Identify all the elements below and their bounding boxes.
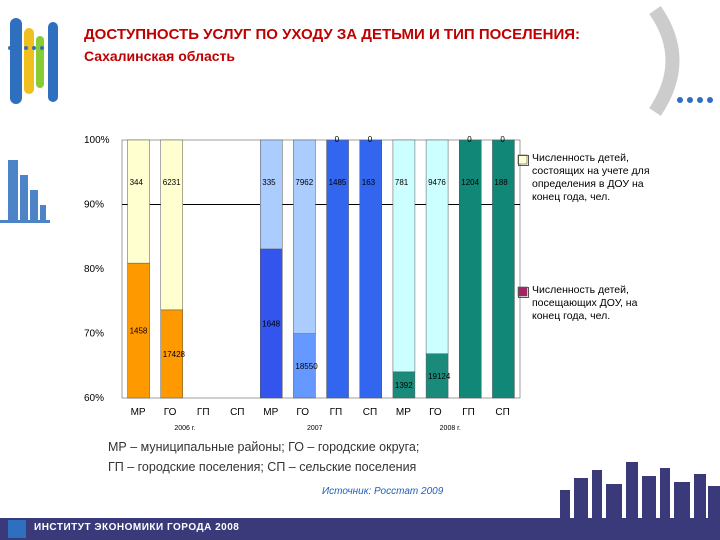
bar-waiting <box>260 139 283 250</box>
footer-bar <box>0 518 720 540</box>
x-tick-label: МР <box>131 407 146 418</box>
data-label-waiting: 781 <box>395 178 409 187</box>
data-label-waiting: 6231 <box>163 178 181 187</box>
x-group-label: 2007 <box>307 425 323 432</box>
x-group-label: 2006 г. <box>174 425 195 432</box>
legend-swatch-attending <box>518 287 529 298</box>
plot-area <box>121 139 521 399</box>
y-tick-label: 90% <box>84 200 104 211</box>
x-tick-label: ГП <box>462 407 475 418</box>
bar-waiting <box>359 139 382 399</box>
data-label-top: 0 <box>500 135 505 144</box>
bar-waiting <box>492 139 515 399</box>
right-bracket-decoration <box>649 5 713 116</box>
source-note: Источник: Росстат 2009 <box>322 486 444 497</box>
x-group-label: 2008 г. <box>440 425 461 432</box>
data-label-attending: 17428 <box>163 350 186 359</box>
institute-logo-icon <box>8 520 26 538</box>
left-bracket-decoration <box>8 18 58 104</box>
bottom-city-skyline-decoration <box>560 462 720 518</box>
bar-waiting <box>459 139 482 399</box>
bar-waiting <box>392 139 416 373</box>
x-tick-label: СП <box>230 407 244 418</box>
x-tick-label: МР <box>263 407 278 418</box>
page-title: ДОСТУПНОСТЬ УСЛУГ ПО УХОДУ ЗА ДЕТЬМИ И Т… <box>84 26 581 43</box>
caption-line-1: МР – муниципальные районы; ГО – городски… <box>108 440 420 454</box>
x-tick-label: МР <box>396 407 411 418</box>
x-tick-label: ГП <box>330 407 343 418</box>
data-label-waiting: 335 <box>262 178 276 187</box>
x-tick-label: ГО <box>164 407 177 418</box>
left-city-skyline-decoration <box>0 160 50 223</box>
footer-institute-name: ИНСТИТУТ ЭКОНОМИКИ ГОРОДА 2008 <box>34 522 240 533</box>
data-label-attending: 19124 <box>428 372 451 381</box>
bar-waiting <box>293 139 316 334</box>
x-tick-label: ГО <box>296 407 309 418</box>
data-label-attending: 1392 <box>395 381 413 390</box>
bar-waiting <box>326 139 349 399</box>
legend-swatch-waiting <box>518 155 529 166</box>
x-tick-label: ГО <box>429 407 442 418</box>
data-label-waiting: 1204 <box>461 178 479 187</box>
data-label-waiting: 344 <box>130 178 144 187</box>
y-tick-label: 80% <box>84 264 104 275</box>
data-label-waiting: 163 <box>362 178 376 187</box>
data-label-waiting: 188 <box>494 178 508 187</box>
bar-waiting <box>127 139 150 264</box>
data-label-attending: 18550 <box>295 362 318 371</box>
data-label-top: 0 <box>467 135 472 144</box>
data-label-waiting: 1485 <box>329 178 347 187</box>
y-tick-label: 70% <box>84 329 104 340</box>
data-label-attending: 1648 <box>262 319 280 328</box>
caption-line-2: ГП – городские поселения; СП – сельские … <box>108 460 417 474</box>
y-tick-label: 100% <box>84 135 110 146</box>
page-subtitle: Сахалинская область <box>84 48 236 64</box>
data-label-attending: 1458 <box>130 327 148 336</box>
bar-waiting <box>425 139 449 354</box>
data-label-waiting: 9476 <box>428 178 446 187</box>
data-label-top: 0 <box>368 135 373 144</box>
legend-label-waiting: Численность детей, состоящих на учете дл… <box>532 152 650 203</box>
x-tick-label: СП <box>495 407 509 418</box>
data-label-waiting: 7962 <box>295 178 313 187</box>
data-label-top: 0 <box>335 135 340 144</box>
y-tick-label: 60% <box>84 393 104 404</box>
legend-label-attending: Численность детей, посещающих ДОУ, на ко… <box>532 284 638 322</box>
x-tick-label: СП <box>363 407 377 418</box>
x-tick-label: ГП <box>197 407 210 418</box>
bar-waiting <box>160 139 183 311</box>
